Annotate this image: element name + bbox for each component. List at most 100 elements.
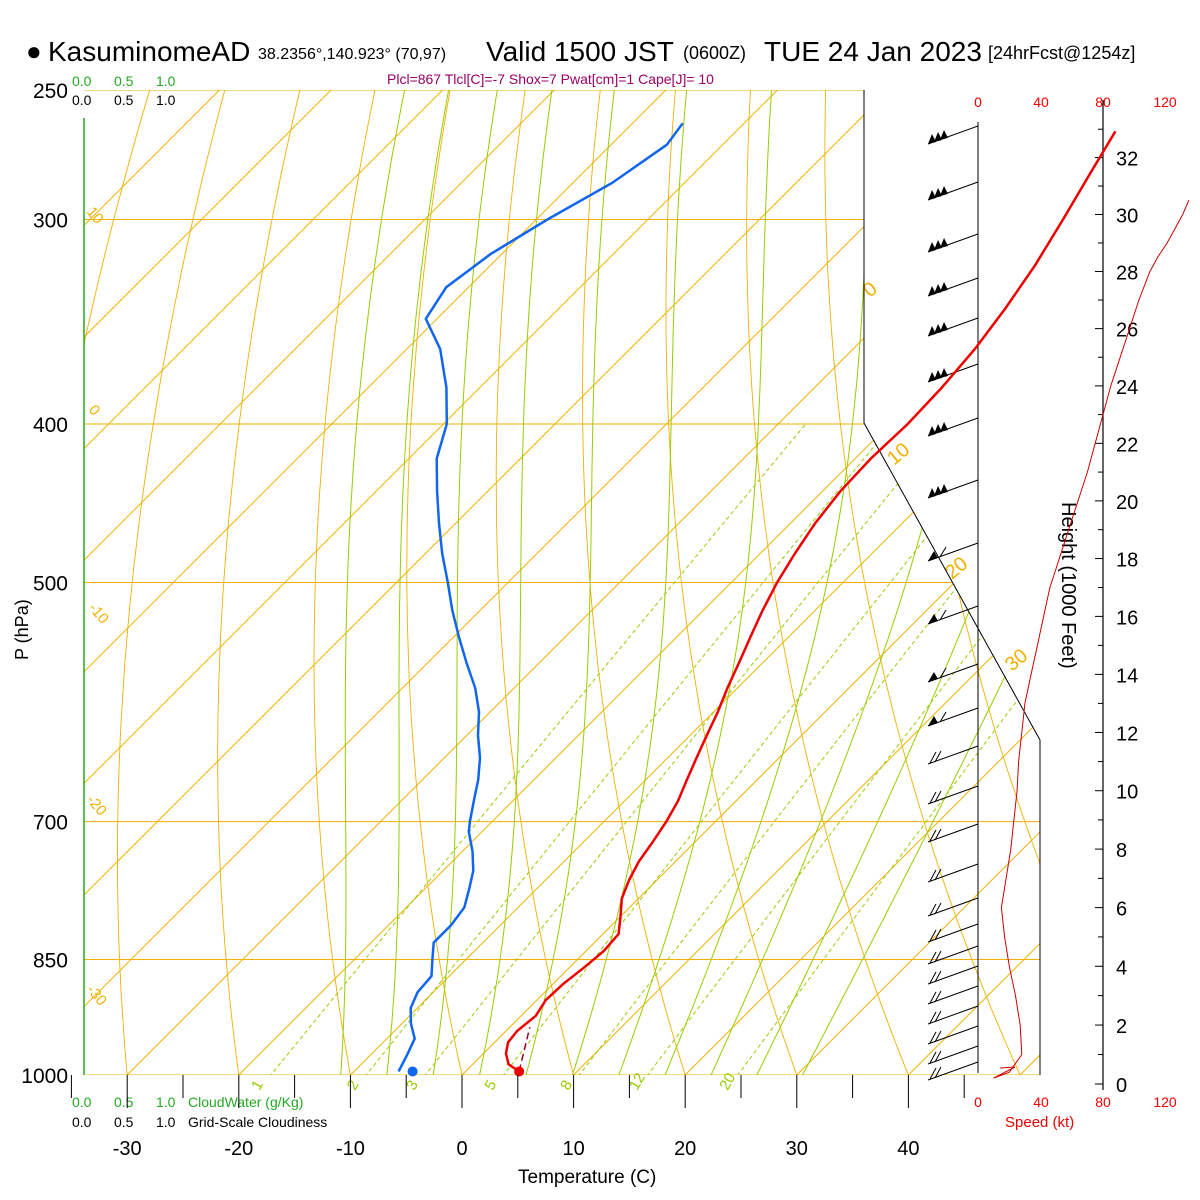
wind-barb-staff bbox=[927, 965, 979, 985]
wind-barb-flag bbox=[928, 426, 936, 436]
wind-barb-staff bbox=[927, 985, 979, 1005]
wind-barb bbox=[927, 965, 979, 985]
mixing-ratio-label: 5 bbox=[481, 1077, 500, 1093]
wind-barb-staff bbox=[927, 1061, 979, 1081]
dry-adiabat bbox=[495, 90, 584, 1075]
mixing-ratio-label: 20 bbox=[716, 1070, 739, 1093]
moist-adiabat bbox=[650, 90, 873, 1075]
wind-barb-feather bbox=[934, 1066, 942, 1079]
height-axis-label: Height (1000 Feet) bbox=[1057, 502, 1079, 669]
moist-adiabat bbox=[471, 90, 553, 1075]
wind-barb-staff bbox=[927, 745, 979, 765]
isotherm-line bbox=[84, 90, 890, 1075]
wind-barb-flag bbox=[934, 424, 942, 434]
wind-barb-flag bbox=[928, 551, 938, 561]
wind-barb bbox=[927, 542, 979, 562]
moist-adiabat bbox=[337, 90, 406, 1075]
wind-barb-feather bbox=[929, 951, 937, 964]
wind-barb-feather bbox=[929, 1067, 937, 1080]
pressure-tick-label: 500 bbox=[33, 573, 68, 596]
dry-adiabat bbox=[406, 90, 471, 1075]
wind-barb-staff bbox=[927, 923, 979, 943]
dry-adiabat bbox=[217, 90, 301, 1075]
height-tick-label: 20 bbox=[1116, 492, 1138, 514]
cloud-scale-bottom-black-0: 0.0 bbox=[72, 1114, 92, 1130]
moist-adiabat bbox=[560, 90, 688, 1075]
isotherm-line bbox=[84, 90, 667, 1075]
wind-barb-flag bbox=[928, 672, 938, 682]
wind-barb bbox=[927, 1045, 979, 1065]
wind-barb-feather bbox=[934, 868, 942, 881]
wind-barb-flag bbox=[934, 240, 942, 250]
wind-barb-staff bbox=[927, 1045, 979, 1065]
speed-profile bbox=[993, 200, 1190, 1079]
dry-adiabat-label: 10 bbox=[83, 204, 107, 228]
temperature-line bbox=[504, 130, 1117, 1073]
mixing-ratio-line bbox=[552, 423, 1040, 1075]
x-axis-title: Temperature (C) bbox=[518, 1167, 656, 1188]
wind-barb bbox=[927, 945, 979, 965]
wind-barb-staff bbox=[927, 785, 979, 805]
wind-barb-feather bbox=[934, 750, 942, 763]
wind-barb-flag bbox=[940, 130, 948, 140]
wind-barb-flag bbox=[928, 372, 936, 382]
pressure-tick-label: 1000 bbox=[21, 1065, 68, 1088]
wind-barb-staff bbox=[927, 897, 979, 917]
dry-adiabat bbox=[313, 90, 376, 1075]
temperature-tick-label: -10 bbox=[336, 1138, 365, 1160]
lcl-parcel-line bbox=[518, 1027, 531, 1072]
cloud-scale-bottom-green-1: 0.5 bbox=[114, 1094, 134, 1110]
wind-barb-feather bbox=[929, 751, 937, 764]
wind-barb bbox=[927, 923, 979, 943]
pressure-tick-label: 400 bbox=[33, 414, 68, 437]
wind-barb-staff bbox=[927, 823, 979, 843]
wind-barb-flag bbox=[934, 132, 942, 142]
dewpoint-line bbox=[397, 122, 684, 1072]
height-tick-label: 0 bbox=[1116, 1075, 1127, 1097]
wind-barb-staff bbox=[927, 945, 979, 965]
sounding-profiles bbox=[397, 122, 1117, 1077]
moist-adiabat bbox=[382, 90, 450, 1075]
wind-barb-feather bbox=[934, 950, 942, 963]
moist-adiabat bbox=[739, 90, 1040, 1075]
dry-adiabat bbox=[824, 90, 1037, 1075]
speed-tick-top-0: 0 bbox=[974, 94, 982, 110]
wind-barb-flag bbox=[928, 134, 936, 144]
cloud-scale-bottom-green-0: 0.0 bbox=[72, 1094, 92, 1110]
isotherm-line bbox=[84, 90, 778, 1075]
pressure-tick-label: 700 bbox=[33, 812, 68, 835]
station-coords: 38.2356°,140.923° (70,97) bbox=[258, 46, 446, 63]
cloudiness-label: Grid-Scale Cloudiness bbox=[188, 1114, 327, 1130]
wind-barb-feather bbox=[939, 609, 947, 621]
wind-barb-flag bbox=[940, 422, 948, 432]
temperature-tick-label: 0 bbox=[456, 1138, 467, 1160]
wind-barb-feather bbox=[939, 546, 947, 558]
isotherm-line bbox=[92, 90, 1040, 1075]
valid-date: TUE 24 Jan 2023 bbox=[764, 36, 982, 67]
height-tick-label: 26 bbox=[1116, 320, 1138, 342]
forecast-info: [24hrFcst@1254z] bbox=[988, 43, 1135, 63]
cloud-scale-top-black-0: 0.0 bbox=[72, 92, 92, 108]
wind-barb-flag bbox=[934, 486, 942, 496]
isotherm-line bbox=[84, 90, 555, 1075]
dry-adiabat bbox=[117, 90, 226, 1075]
height-tick-label: 32 bbox=[1116, 149, 1138, 171]
dry-adiabat-label: -20 bbox=[83, 792, 110, 820]
mixing-ratio-label: 12 bbox=[626, 1070, 649, 1093]
valid-label: Valid 1500 JST bbox=[486, 36, 674, 67]
dry-adiabat bbox=[746, 90, 924, 1075]
wind-barbs bbox=[927, 125, 979, 1081]
surface-temperature-point bbox=[514, 1066, 525, 1077]
isotherm-line bbox=[315, 90, 1040, 1075]
wind-barb-feather bbox=[929, 903, 937, 916]
dry-adiabat-label: 20 bbox=[941, 553, 972, 584]
y-axis-title: P (hPa) bbox=[12, 599, 32, 660]
height-tick-label: 14 bbox=[1116, 665, 1138, 687]
isotherm-line bbox=[203, 90, 1040, 1075]
cloud-scale-bottom-black-1: 0.5 bbox=[114, 1114, 134, 1130]
header-bullet: ● bbox=[26, 36, 42, 66]
moist-adiabat bbox=[426, 90, 498, 1075]
utc-time: (0600Z) bbox=[683, 43, 746, 63]
